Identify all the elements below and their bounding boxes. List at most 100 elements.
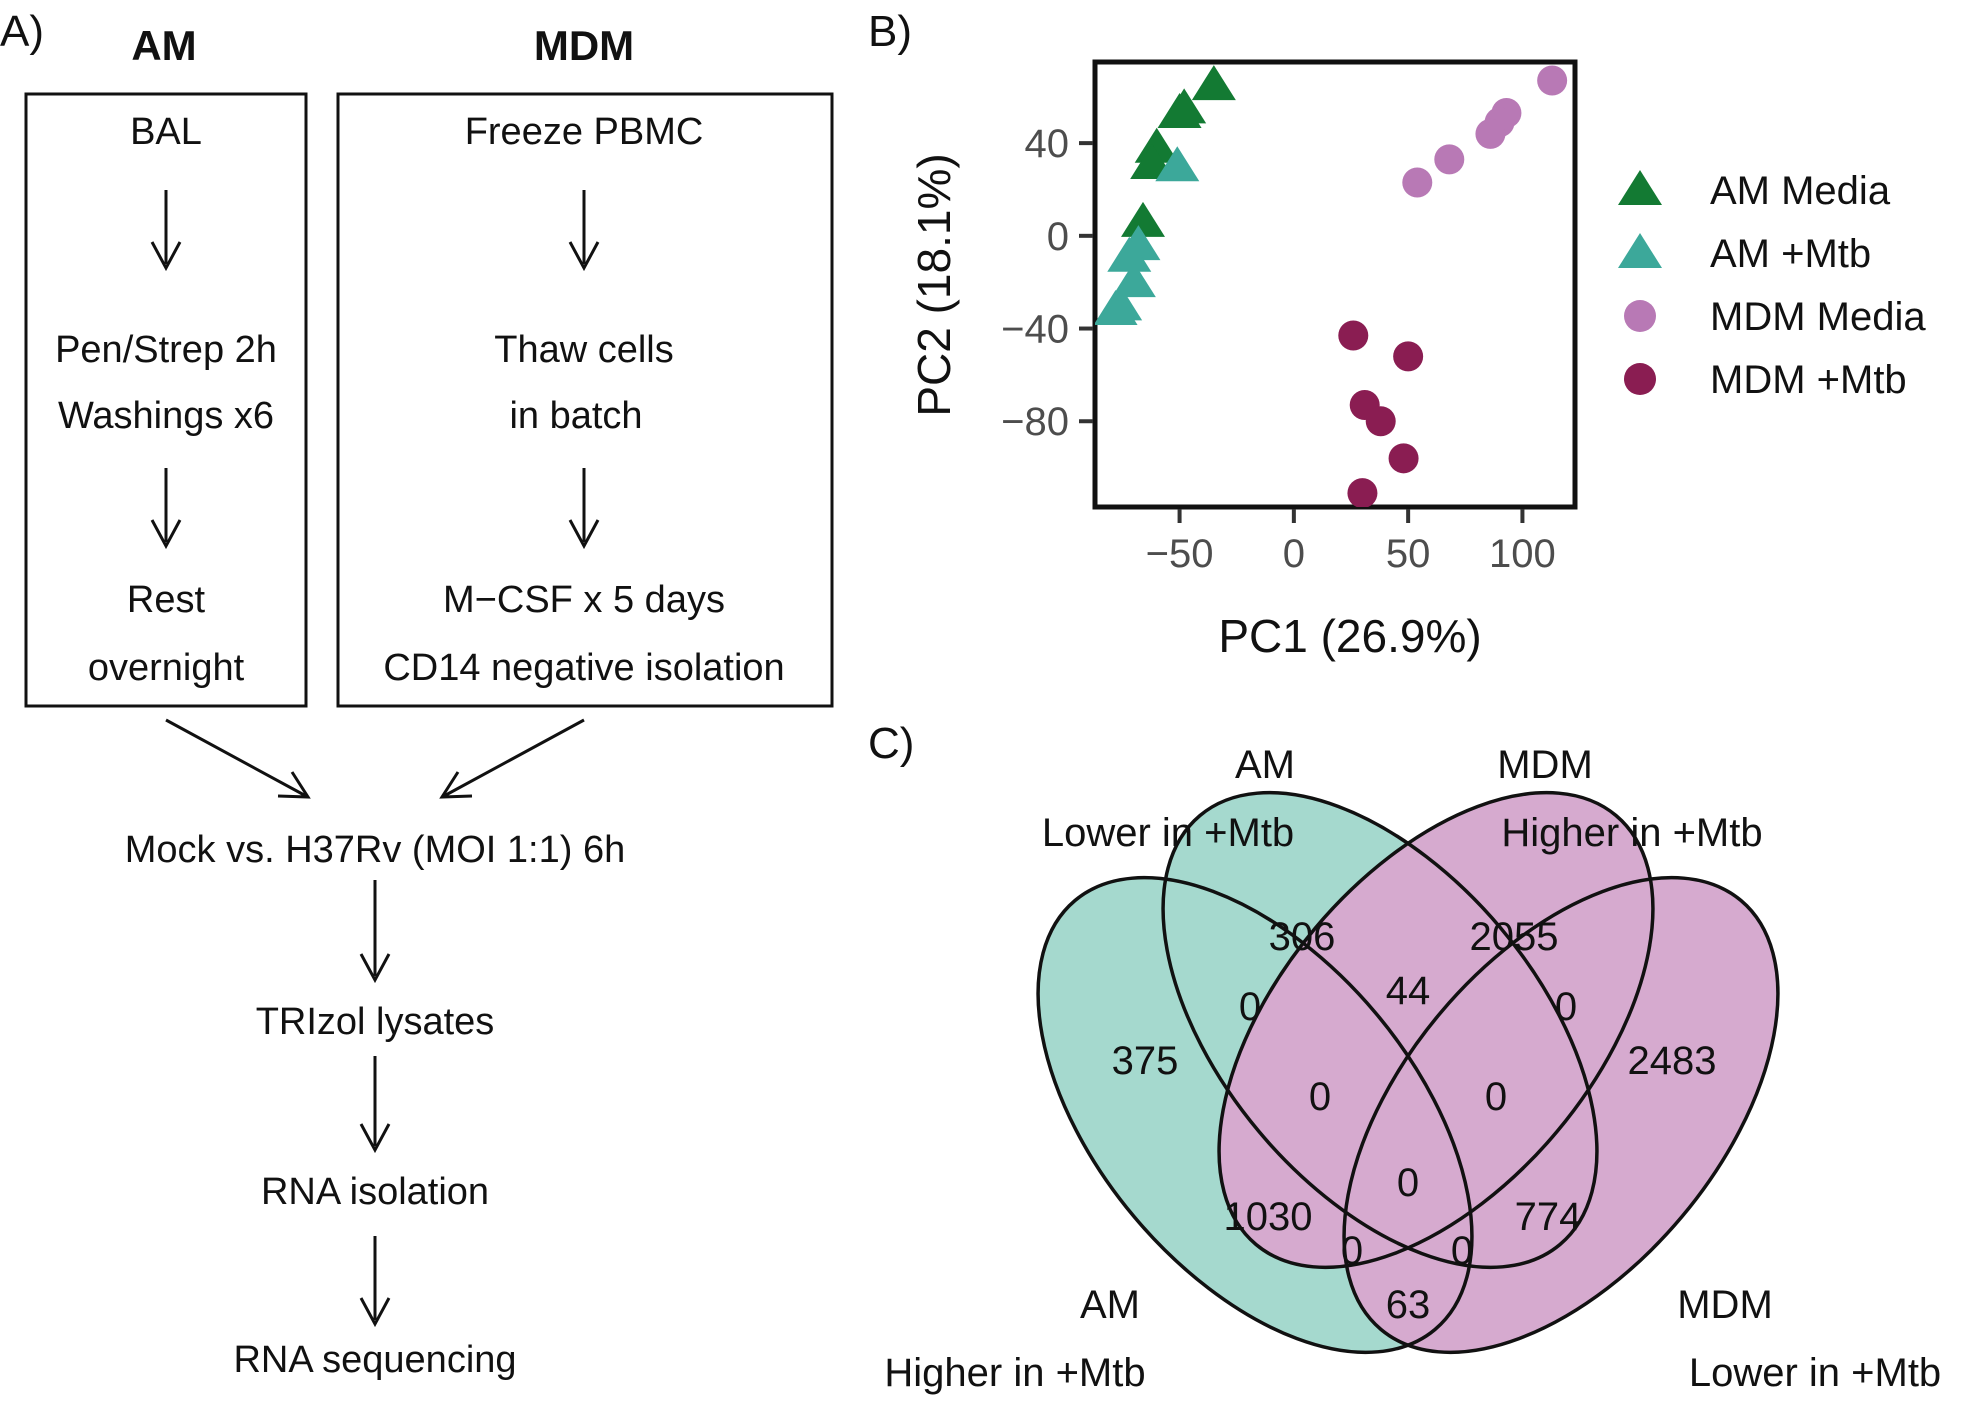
venn-outline-am-higher [1036,875,1474,1355]
am-protocol-box [24,92,308,708]
venn-count-am-lower-mdm-higher: 44 [1386,969,1431,1013]
panel-a: A) AM MDM BAL Pen/Strep 2h Washings x6 R… [0,7,834,1381]
panel-b: B) −50 0 50 100 40 0 −40 −80 PC1 (26.9%) PC2 (… [868,7,1926,662]
pca-point-am-mtb-5 [1095,289,1138,325]
pca-x-tick-label: 0 [1283,532,1305,576]
venn-set-mdm-lower [1344,877,1778,1353]
venn-label-mdm-lower-name: MDM [1677,1283,1773,1327]
venn-count-am-higher-mdm-higher: 1030 [1224,1195,1313,1239]
pca-point-am-media-2 [1157,92,1202,128]
pca-legend: AM Media AM +Mtb MDM Media MDM +Mtb [1618,169,1926,402]
venn-count-am-higher-only: 375 [1112,1039,1179,1083]
mdm-protocol-box [336,92,834,708]
pca-point-mdm-media-3 [1475,118,1506,149]
venn-label-mdm-higher-name: MDM [1497,743,1593,787]
am-step-rest: Rest [127,579,206,621]
mdm-column-header: MDM [534,22,634,69]
am-arrow-2 [150,468,182,550]
pca-y-axis: 40 0 −40 −80 [1001,122,1093,444]
shared-step-rna-sequencing: RNA sequencing [233,1339,516,1381]
pca-point-mdm-media-5 [1402,167,1433,198]
shared-step-trizol: TRIzol lysates [256,1001,495,1043]
pca-legend-key-2 [1624,300,1656,332]
mdm-arrow-1 [568,190,600,272]
panel-c: C) AM Lower in +Mtb MDM Higher in +Mtb A… [868,719,1941,1395]
mdm-step-batch: in batch [509,395,642,437]
pca-legend-label-0: AM Media [1710,169,1891,213]
venn-count-am-lower-mdm-higher-mdm-lower: 0 [1485,1075,1507,1119]
venn-count-am-higher-am-lower: 0 [1239,985,1261,1029]
am-arrow-1 [150,190,182,272]
shared-arrow-2 [359,1056,391,1154]
venn-label-mdm-lower-desc: Lower in +Mtb [1689,1351,1941,1395]
venn-count-am-higher-mdm-lower: 63 [1386,1283,1431,1327]
shared-step-infection: Mock vs. H37Rv (MOI 1:1) 6h [125,829,625,871]
venn-outline-mdm-lower [1342,875,1780,1355]
pca-point-mdm-mtb-3 [1365,406,1396,437]
pca-y-tick-label: 40 [1025,122,1070,166]
am-step-penstrep: Pen/Strep 2h [55,329,277,371]
shared-arrow-1 [359,880,391,984]
pca-point-mdm-mtb-1 [1393,341,1424,372]
panel-a-label: A) [0,7,44,56]
mdm-merge-arrow [439,718,585,799]
pca-point-am-media-3 [1134,127,1179,163]
pca-legend-key-1 [1618,233,1662,268]
venn-count-mdm-higher-mdm-lower: 0 [1555,985,1577,1029]
venn-count-mdm-higher-only: 2055 [1470,915,1559,959]
pca-legend-label-3: MDM +Mtb [1710,358,1907,402]
pca-legend-label-2: MDM Media [1710,295,1926,339]
am-step-washings: Washings x6 [58,395,274,437]
shared-arrow-3 [359,1236,391,1328]
mdm-arrow-2 [568,468,600,550]
mdm-step-freeze: Freeze PBMC [465,111,704,153]
pca-point-mdm-mtb-5 [1347,478,1378,507]
venn-count-am-higher-mdm-higher-mdm-lower: 0 [1451,1229,1473,1273]
pca-legend-label-1: AM +Mtb [1710,232,1871,276]
venn-count-am-lower-mdm-lower: 774 [1515,1195,1582,1239]
mdm-step-cd14: CD14 negative isolation [383,647,784,689]
pca-point-mdm-mtb-0 [1338,320,1369,351]
pca-legend-key-0 [1618,170,1662,205]
pca-point-am-mtb-0 [1155,146,1200,182]
pca-x-tick-label: −50 [1146,532,1214,576]
venn-count-am-higher-am-lower-mdm-higher: 0 [1309,1075,1331,1119]
venn-count-all-four: 0 [1397,1161,1419,1205]
pca-point-mdm-media-4 [1434,144,1465,175]
pca-x-tick-label: 100 [1489,532,1556,576]
venn-label-am-higher-name: AM [1080,1283,1140,1327]
pca-y-tick-label: −40 [1001,308,1069,352]
pca-x-axis-title: PC1 (26.9%) [1218,610,1481,662]
pca-y-axis-title: PC2 (18.1%) [908,153,960,416]
pca-x-axis: −50 0 50 100 [1146,509,1556,576]
pca-points [1095,65,1568,507]
shared-step-rna-isolation: RNA isolation [261,1171,489,1213]
am-step-overnight: overnight [88,647,245,689]
venn-label-mdm-higher-desc: Higher in +Mtb [1501,811,1762,855]
venn-count-am-lower-only: 306 [1269,915,1336,959]
mdm-step-thaw: Thaw cells [494,329,674,371]
venn-count-am-higher-am-lower-mdm-lower: 0 [1341,1229,1363,1273]
venn-label-am-lower-name: AM [1235,743,1295,787]
venn-label-am-lower-desc: Lower in +Mtb [1042,811,1294,855]
am-column-header: AM [131,22,196,69]
pca-point-mdm-mtb-4 [1388,443,1419,474]
venn-outline-am-lower [1161,790,1599,1270]
pca-point-mdm-media-0 [1537,65,1568,96]
pca-y-tick-label: 0 [1047,215,1069,259]
venn-count-mdm-lower-only: 2483 [1628,1039,1717,1083]
pca-x-tick-label: 50 [1386,532,1431,576]
pca-point-am-mtb-3 [1111,262,1156,298]
am-step-bal: BAL [130,111,202,153]
am-merge-arrow [165,718,311,799]
pca-point-am-mtb-2 [1107,236,1152,272]
pca-point-am-media-0 [1191,65,1236,101]
panel-b-label: B) [868,7,912,56]
venn-outline-mdm-higher [1217,790,1655,1270]
pca-y-tick-label: −80 [1001,400,1069,444]
venn-label-am-higher-desc: Higher in +Mtb [884,1351,1145,1395]
panel-c-label: C) [868,719,914,768]
pca-legend-key-3 [1624,363,1656,395]
mdm-step-mcsf: M−CSF x 5 days [443,579,725,621]
